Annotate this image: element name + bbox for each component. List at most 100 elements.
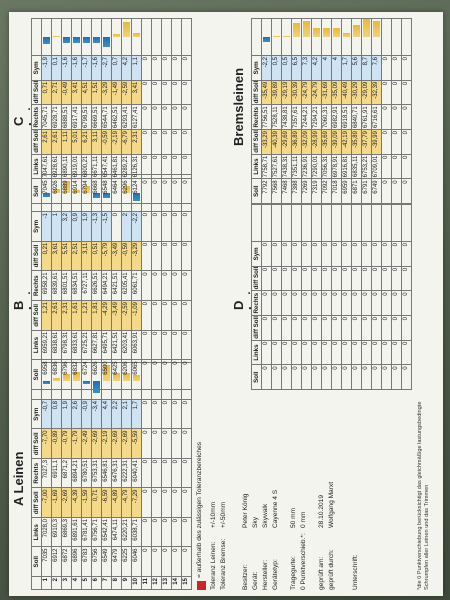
table-cell: 0 bbox=[271, 340, 282, 365]
table-cell: 6548 bbox=[101, 178, 112, 204]
table-cell: -30,39 bbox=[291, 80, 302, 105]
table-cell: -42,19 bbox=[341, 129, 352, 155]
table-cell: 4,4 bbox=[101, 399, 112, 429]
table-cell: 0,7 bbox=[111, 55, 122, 81]
table-cell: 0 bbox=[391, 340, 402, 365]
table-cell: 0 bbox=[301, 340, 312, 365]
sym-bar-cell bbox=[81, 18, 92, 56]
table-cell: 6911,1 bbox=[51, 458, 62, 488]
table-row: 6124 6126,31 2,31 6127,41 3,41 1,1 bbox=[131, 18, 142, 204]
table-cell: 0 bbox=[311, 364, 322, 390]
table-cell: -5,79 bbox=[101, 241, 112, 271]
row-number: 14 bbox=[171, 576, 182, 590]
measurement-row: Tragegurte: 50 mm bbox=[289, 400, 299, 590]
table-cell: 8,7 bbox=[361, 55, 372, 81]
b-leinen-table: Soll Links diff Soll Rechts diff Soll Sym 6958… bbox=[31, 174, 192, 390]
table-cell: -2,59 bbox=[121, 300, 132, 331]
table-cell: -30,29 bbox=[351, 80, 362, 105]
table-cell: 5,01 bbox=[71, 129, 82, 155]
table-cell: 6982,91 bbox=[331, 104, 342, 130]
table-cell: 6479 bbox=[111, 547, 122, 577]
table-row: 14 0 0 0 0 0 0 bbox=[171, 362, 182, 590]
table-row: 6065 6063,91 -1,09 6061,71 -3,29 -2,2 bbox=[131, 174, 142, 390]
table-cell: -29,69 bbox=[281, 129, 292, 155]
sym-bar bbox=[103, 37, 110, 47]
table-cell: 0 bbox=[111, 211, 122, 242]
table-cell: 0 bbox=[171, 300, 182, 331]
table-cell: 6798,51 bbox=[81, 104, 92, 130]
table-cell: 0 bbox=[301, 315, 312, 341]
table-cell: 2,61 bbox=[41, 129, 52, 155]
table-cell: 6725,21 bbox=[81, 330, 92, 360]
table-cell: 7035 bbox=[41, 547, 52, 577]
table-row: 6206 6203,41 -2,59 6205,41 -0,59 2 bbox=[121, 174, 132, 390]
table-cell: 6627,81 bbox=[91, 330, 102, 360]
table-cell: 0 bbox=[151, 80, 162, 105]
table-cell: 0 bbox=[181, 241, 192, 271]
table-cell: 0 bbox=[161, 178, 172, 204]
table-cell: 6716,61 bbox=[371, 104, 382, 130]
table-cell: 3,41 bbox=[131, 80, 142, 105]
sym-bar bbox=[363, 19, 370, 37]
a-leinen-table: Soll Links diff Soll Rechts diff Soll Sym 1 703… bbox=[31, 362, 192, 590]
table-cell: -2,19 bbox=[111, 129, 122, 155]
table-cell: 6668 bbox=[91, 178, 102, 204]
table-cell: 0 bbox=[331, 290, 342, 316]
detail-row-value: Sky bbox=[252, 517, 259, 528]
table-cell: -24,79 bbox=[301, 80, 312, 105]
sym-bar-cell bbox=[71, 18, 82, 56]
bremsleinen-title: Bremsleinen bbox=[231, 67, 246, 146]
table-cell: 6296 bbox=[121, 178, 132, 204]
table-cell: 0 bbox=[181, 330, 192, 360]
table-cell: 0 bbox=[171, 270, 182, 301]
table-cell: -6,59 bbox=[101, 488, 112, 518]
table-row: 6 6756 6756,71 0,71 6753,31 -2,69 -3,4 bbox=[91, 362, 102, 590]
table-cell: 0 bbox=[371, 290, 382, 316]
table-cell: 6928,61 bbox=[51, 154, 62, 179]
table-cell: 0 bbox=[141, 458, 152, 488]
table-cell: 0 bbox=[381, 55, 392, 81]
table-row: 6548 6547,41 -0,59 6544,71 -3,29 -2,7 bbox=[101, 18, 112, 204]
table-cell: 0 bbox=[311, 266, 322, 291]
table-cell: 3,41 bbox=[71, 80, 82, 105]
bremsleinen-table: Soll Links diff Soll Rechts diff Soll Sym 7792… bbox=[251, 18, 412, 204]
col-header: Links bbox=[251, 154, 262, 179]
tolerance-row: Toleranz Leinen: +/-10mm bbox=[209, 400, 219, 590]
table-cell: 0 bbox=[141, 359, 152, 390]
sym-bar bbox=[323, 28, 330, 37]
table-cell: 0 bbox=[291, 241, 302, 267]
table-row: 3 6872 6869,3 -2,69 6871,2 -0,79 1,9 bbox=[61, 362, 72, 590]
table-cell: 7758,71 bbox=[261, 154, 272, 179]
table-cell: 0 bbox=[181, 178, 192, 204]
table-cell: 0 bbox=[401, 290, 412, 316]
table-cell: 0 bbox=[341, 315, 352, 341]
col-header: Sym bbox=[251, 241, 262, 267]
table-cell: 6896 bbox=[71, 547, 82, 577]
table-cell: -28,99 bbox=[311, 129, 322, 155]
sym-bar-cell bbox=[331, 204, 342, 242]
table-cell: -0,59 bbox=[121, 241, 132, 271]
table-cell: 0 bbox=[401, 129, 412, 155]
table-cell: -1,6 bbox=[61, 55, 72, 81]
col-header: Rechts bbox=[251, 104, 262, 130]
table-cell: 0 bbox=[341, 241, 352, 267]
col-header: Sym bbox=[31, 55, 42, 81]
table-cell: 7244,21 bbox=[301, 104, 312, 130]
table-cell: 6910,3 bbox=[51, 517, 62, 547]
sym-bar-cell bbox=[371, 18, 382, 56]
table-cell: 0 bbox=[181, 270, 192, 301]
table-cell: 0 bbox=[391, 154, 402, 179]
sym-bar-cell bbox=[291, 204, 302, 242]
table-cell: -32,39 bbox=[371, 80, 382, 105]
table-cell: 0,5 bbox=[281, 55, 292, 81]
table-cell: 0 bbox=[161, 547, 172, 577]
sym-bar-cell bbox=[181, 18, 192, 56]
table-cell: -7,00 bbox=[41, 488, 52, 518]
table-cell: -4,89 bbox=[111, 488, 122, 518]
table-cell: 6916,81 bbox=[341, 154, 352, 179]
table-cell: 0 bbox=[171, 211, 182, 242]
